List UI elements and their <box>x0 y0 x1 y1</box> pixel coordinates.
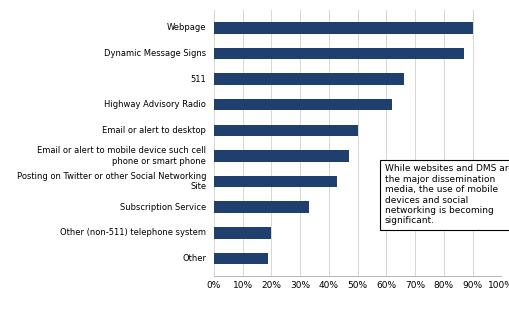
Bar <box>214 125 357 136</box>
Bar <box>214 99 392 111</box>
Bar <box>214 227 271 239</box>
Bar <box>214 201 308 213</box>
Text: While websites and DMS are
the major dissemination
media, the use of mobile
devi: While websites and DMS are the major dis… <box>385 164 509 225</box>
Bar <box>214 253 268 264</box>
Bar <box>214 48 464 59</box>
Bar <box>214 176 337 187</box>
Bar <box>214 73 404 85</box>
Bar <box>214 150 349 162</box>
Bar <box>214 22 472 34</box>
